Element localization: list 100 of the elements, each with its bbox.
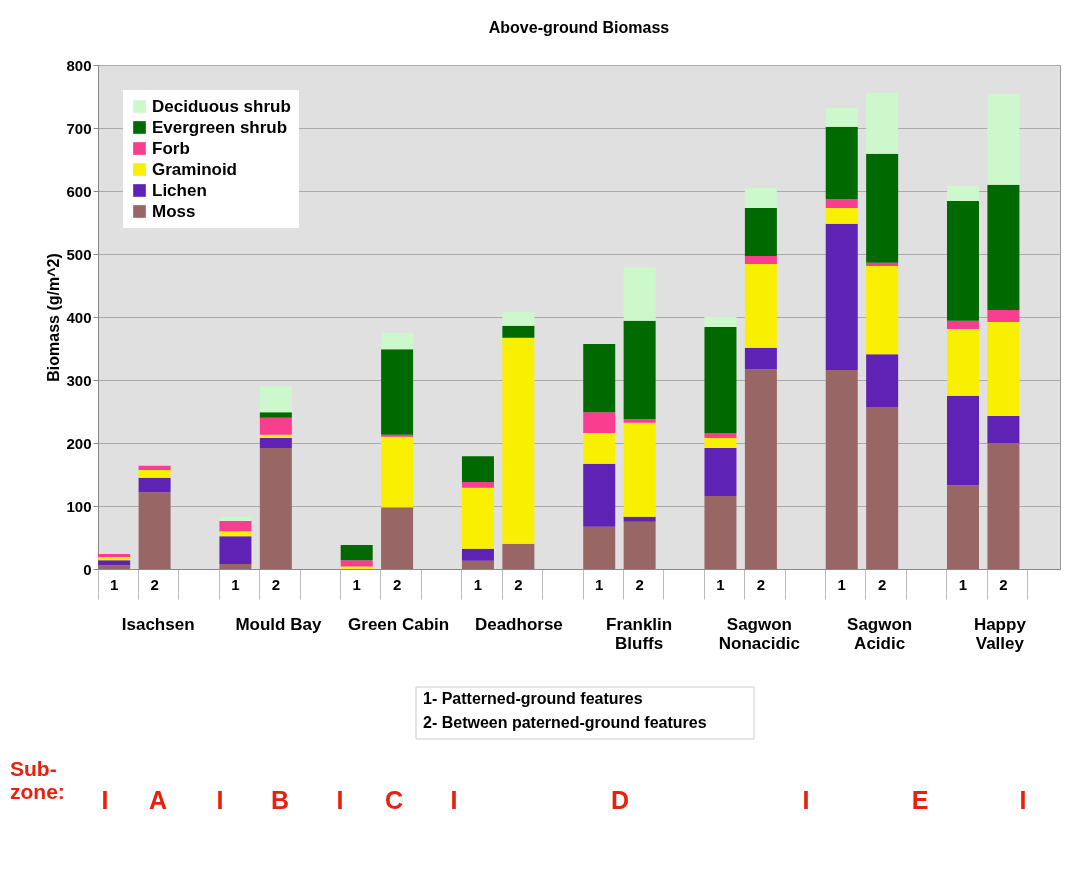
bar: [259, 437, 292, 449]
bar: [340, 545, 373, 561]
bar: [623, 516, 656, 522]
bar: [704, 432, 737, 438]
text: Sagwon Acidic: [847, 615, 913, 653]
bar: [98, 557, 131, 561]
bar: [744, 255, 777, 265]
legend-label: Moss: [152, 201, 196, 221]
bar: [138, 492, 171, 569]
text: I: [336, 786, 344, 814]
x-tick-label: 2: [392, 575, 402, 593]
y-axis-title: Biomass (g/m^2): [45, 253, 63, 382]
bar: [219, 521, 252, 532]
bar: [583, 344, 616, 413]
text: A: [148, 786, 168, 814]
x-tick-label: 2: [635, 575, 644, 593]
bar: [259, 417, 292, 435]
bar: [219, 531, 252, 537]
bar: [866, 265, 899, 355]
text: Deadhorse: [474, 615, 563, 634]
bar: [744, 369, 777, 569]
legend-label: Graminoid: [152, 159, 238, 179]
bar: [704, 317, 737, 328]
bar: [583, 432, 616, 464]
bar: [866, 92, 899, 154]
chart-title: Above-ground Biomass: [488, 19, 670, 36]
bar: [98, 553, 131, 558]
text: Happy Valley: [973, 615, 1027, 653]
bar: [461, 482, 494, 488]
x-tick-label: 1: [473, 575, 483, 593]
text: B: [270, 786, 290, 814]
bar: [866, 262, 899, 266]
text: Isachsen: [121, 615, 195, 634]
bar: [623, 419, 656, 423]
x-tick-label: 2: [877, 575, 887, 593]
bar: [138, 477, 171, 493]
bar: [987, 184, 1020, 311]
text: Green Cabin: [348, 615, 450, 634]
bar: [704, 437, 737, 449]
bar: [502, 311, 535, 326]
bar: [461, 548, 494, 561]
bar: [502, 325, 535, 338]
bar: [340, 560, 373, 567]
bar: [987, 310, 1020, 323]
text: C: [384, 786, 404, 814]
text: D: [610, 786, 630, 814]
text: Sub- zone:: [10, 757, 65, 803]
bar: [866, 354, 899, 408]
bar: [583, 463, 616, 527]
bar: [381, 507, 414, 569]
x-tick-label: 1: [716, 575, 725, 593]
x-tick-label: 2: [271, 575, 281, 593]
y-tick-label: 200: [66, 434, 92, 452]
bar: [583, 526, 616, 569]
bar: [825, 126, 858, 200]
bar: [98, 560, 131, 566]
x-tick-label: 2: [514, 575, 523, 593]
bar: [259, 448, 292, 569]
legend-label: Forb: [152, 138, 190, 158]
bar: [946, 328, 979, 396]
bar: [461, 487, 494, 549]
text: I: [802, 786, 810, 814]
bar: [825, 107, 858, 127]
legend-label: Lichen: [152, 180, 207, 200]
legend-label: Evergreen shrub: [152, 117, 288, 137]
bar: [623, 422, 656, 517]
bar: [744, 208, 777, 256]
text: I: [101, 786, 109, 814]
x-tick-label: 2: [150, 575, 159, 593]
bar: [381, 436, 414, 508]
y-tick-label: 100: [66, 497, 92, 515]
bar: [866, 407, 899, 569]
bar: [461, 560, 494, 569]
text: E: [911, 786, 929, 814]
x-tick-label: 1: [958, 575, 968, 593]
y-tick-label: 0: [83, 560, 92, 578]
x-tick-label: 1: [837, 575, 846, 593]
bar: [704, 495, 737, 569]
bar: [987, 443, 1020, 569]
y-tick-label: 700: [66, 119, 92, 137]
y-tick-label: 500: [66, 245, 92, 263]
bar: [219, 536, 252, 564]
y-tick-label: 300: [66, 371, 92, 389]
bar: [259, 434, 292, 438]
bar: [744, 187, 777, 209]
bar: [461, 456, 494, 483]
bar: [138, 465, 171, 471]
bar: [704, 327, 737, 433]
bar: [502, 543, 535, 569]
bar: [704, 448, 737, 496]
bar: [98, 565, 131, 569]
bar: [825, 369, 858, 569]
bar: [381, 349, 414, 435]
text: Mould Bay: [235, 615, 322, 634]
bar: [381, 332, 414, 350]
bar: [219, 516, 252, 522]
x-tick-label: 1: [231, 575, 240, 593]
bar: [946, 485, 979, 569]
bar: [987, 415, 1020, 443]
bar: [825, 208, 858, 224]
